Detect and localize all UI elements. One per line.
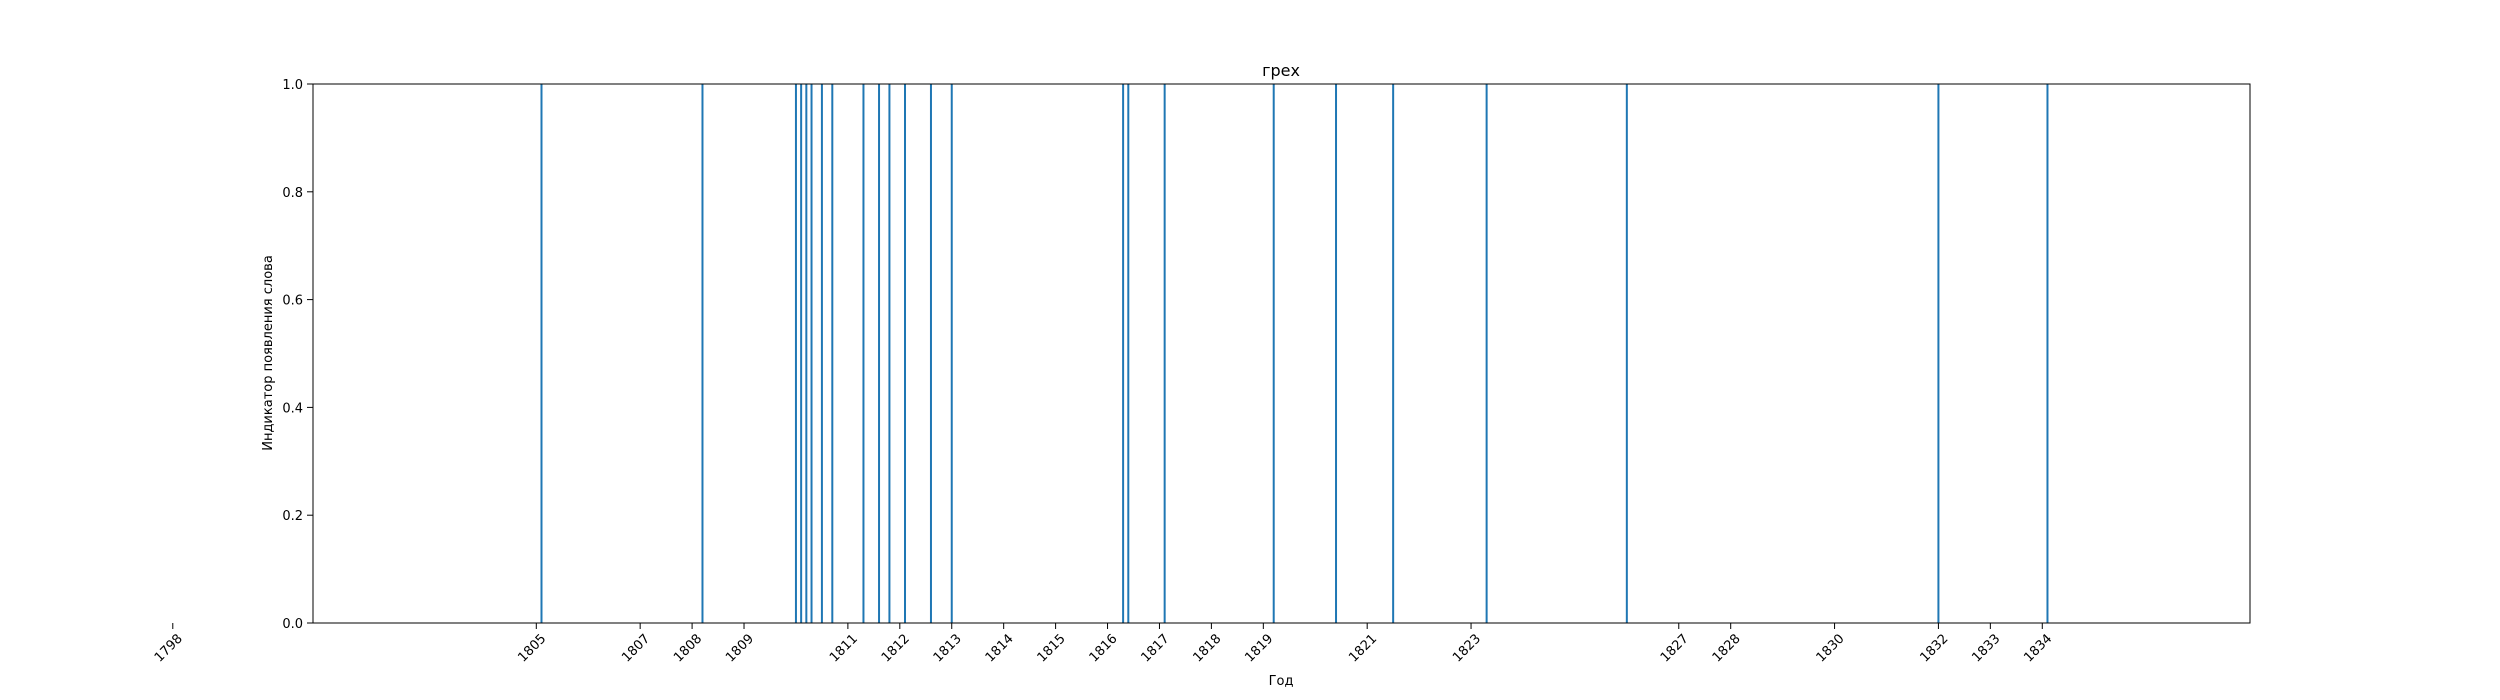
plot-area-frame [312, 83, 2251, 624]
y-tick-label-4: 0.8 [282, 186, 303, 201]
y-tick-label-2: 0.4 [282, 401, 303, 416]
y-axis-ticks: 0.0 0.2 0.4 0.6 0.8 1.0 [282, 78, 313, 632]
y-tick-label-1: 0.2 [282, 509, 303, 524]
y-tick-label-0: 0.0 [282, 617, 303, 632]
x-axis-label: Год [1269, 674, 1294, 689]
y-tick-label-5: 1.0 [282, 78, 303, 93]
y-axis-label: Индикатор появления слова [261, 255, 276, 451]
chart-title: грех [1262, 61, 1300, 80]
event-lines [540, 84, 2049, 623]
y-tick-label-3: 0.6 [282, 294, 303, 309]
